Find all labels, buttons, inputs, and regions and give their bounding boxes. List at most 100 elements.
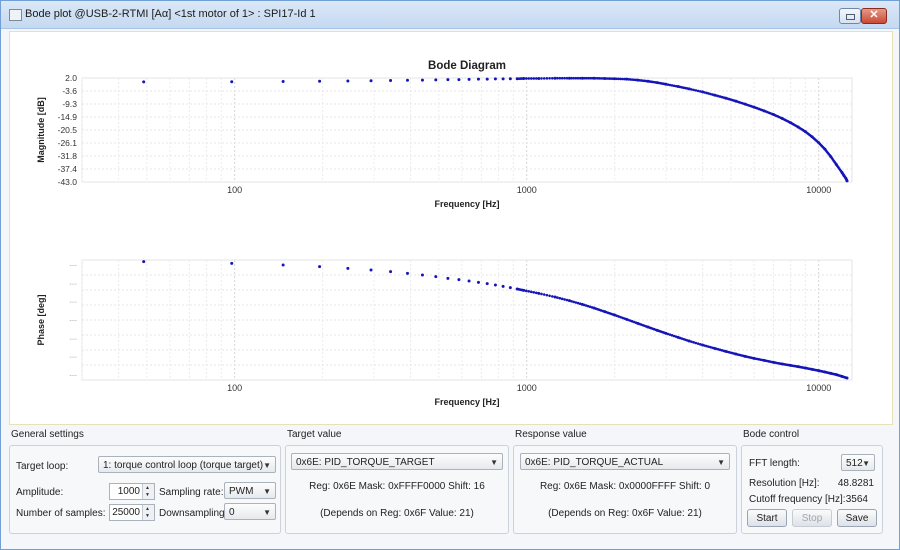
minimize-icon (846, 14, 855, 20)
data-point (613, 77, 617, 81)
target-register-select[interactable]: 0x6E: PID_TORQUE_TARGET ▼ (291, 453, 503, 470)
title-bar[interactable]: Bode plot @USB-2-RTMI [Aα] <1st motor of… (1, 1, 899, 29)
target-register-value: 0x6E: PID_TORQUE_TARGET (296, 457, 435, 468)
close-button[interactable]: ✕ (861, 8, 887, 24)
data-point (574, 301, 578, 304)
general-settings-title: General settings (11, 429, 84, 440)
data-point (389, 79, 393, 83)
data-point (582, 76, 586, 80)
fft-length-value: 512 (846, 458, 863, 469)
sampling-rate-select[interactable]: PWM ▼ (224, 482, 276, 499)
data-point (696, 342, 700, 345)
downsampling-label: Downsampling: (159, 508, 228, 519)
downsampling-select[interactable]: 0 ▼ (224, 503, 276, 520)
data-point (666, 332, 670, 336)
bode-control-group: Bode control FFT length: 512 ▼ Resolutio… (741, 429, 883, 534)
samples-label: Number of samples: (16, 508, 106, 519)
y-axis-label: Magnitude [dB] (36, 97, 46, 163)
resolution-label: Resolution [Hz]: (749, 478, 820, 489)
phase-plot: ............................ 100 1000 10000… (36, 259, 853, 407)
data-point (230, 261, 234, 265)
spin-up-icon[interactable]: ▲ (145, 506, 150, 512)
data-point (346, 79, 350, 83)
plot-area: 2.0 -3.6 -9.3 -14.9 -20.5 -26.1 -31.8 -37.4 -43.… (9, 31, 893, 425)
y-tick-label: -14.9 (58, 112, 78, 122)
y-tick-mark: .... (69, 371, 77, 378)
data-point (529, 290, 533, 294)
data-point (560, 297, 564, 301)
target-loop-select[interactable]: 1: torque control loop (torque target) ▼ (98, 456, 276, 473)
data-point (698, 90, 702, 93)
data-point (621, 316, 624, 320)
data-point (574, 76, 578, 80)
data-point (457, 78, 461, 82)
amplitude-spinbox[interactable]: 1000 ▲ ▼ (109, 483, 155, 500)
cutoff-frequency-value: 3564 (845, 494, 868, 505)
data-point (570, 299, 573, 303)
data-point (542, 77, 546, 80)
data-point (508, 286, 512, 290)
data-point (558, 296, 562, 300)
start-button[interactable]: Start (747, 509, 787, 527)
samples-spinbox[interactable]: 25000 ▲ ▼ (109, 504, 155, 521)
data-point (588, 305, 592, 309)
spin-up-icon[interactable]: ▲ (145, 485, 150, 491)
y-tick-label: -43.0 (58, 177, 78, 187)
general-settings-group: General settings Target loop: 1: torque … (9, 429, 281, 534)
data-point (578, 302, 582, 306)
data-point (551, 76, 554, 80)
data-point (698, 343, 702, 346)
target-depends-text: (Depends on Reg: 0x6F Value: 21) (320, 508, 474, 519)
target-value-title: Target value (287, 429, 342, 440)
data-point (615, 314, 618, 318)
data-point (563, 298, 566, 301)
response-value-group: Response value 0x6E: PID_TORQUE_ACTUAL ▼… (513, 429, 737, 534)
stop-button[interactable]: Stop (792, 509, 832, 527)
data-point (389, 270, 393, 274)
samples-stepper[interactable]: ▲ ▼ (142, 505, 154, 520)
data-point (142, 80, 146, 84)
sampling-rate-value: PWM (229, 486, 254, 497)
minimize-button[interactable] (839, 8, 861, 24)
data-point (588, 76, 592, 80)
save-button[interactable]: Save (837, 509, 877, 527)
target-loop-value: 1: torque control loop (torque target) (103, 460, 264, 471)
chevron-down-icon: ▼ (263, 508, 271, 517)
data-point (522, 76, 526, 80)
data-point (619, 77, 622, 81)
amplitude-stepper[interactable]: ▲ ▼ (142, 484, 154, 499)
target-loop-label: Target loop: (16, 461, 69, 472)
data-point (707, 345, 710, 348)
x-axis-label: Frequency [Hz] (434, 199, 499, 209)
spin-down-icon[interactable]: ▼ (145, 513, 150, 519)
data-point (281, 79, 285, 83)
data-point (446, 276, 450, 280)
target-value-box: 0x6E: PID_TORQUE_TARGET ▼ Reg: 0x6E Mask… (285, 445, 509, 534)
y-tick-mark: .... (69, 298, 77, 305)
data-point (560, 76, 564, 80)
data-point (709, 92, 712, 96)
data-point (705, 91, 708, 95)
x-tick-label: 1000 (517, 185, 537, 195)
data-point (692, 341, 695, 344)
x-tick-label: 10000 (806, 383, 831, 393)
data-point (467, 77, 471, 81)
data-point (420, 78, 424, 82)
x-tick-label: 100 (227, 383, 242, 393)
data-point (346, 266, 350, 270)
data-point (703, 344, 706, 347)
target-register-details: Reg: 0x6E Mask: 0xFFFF0000 Shift: 16 (309, 481, 485, 492)
data-point (434, 78, 438, 82)
response-register-details: Reg: 0x6E Mask: 0x0000FFFF Shift: 0 (539, 481, 711, 492)
app-icon (9, 9, 22, 21)
data-point (485, 77, 489, 81)
data-point (493, 283, 497, 287)
response-register-select[interactable]: 0x6E: PID_TORQUE_ACTUAL ▼ (520, 453, 730, 470)
chevron-down-icon: ▼ (862, 459, 870, 468)
spin-down-icon[interactable]: ▼ (145, 492, 150, 498)
y-tick-label: -9.3 (62, 99, 77, 109)
fft-length-select[interactable]: 512 ▼ (841, 454, 875, 471)
data-point (670, 334, 674, 337)
data-point (467, 279, 471, 283)
